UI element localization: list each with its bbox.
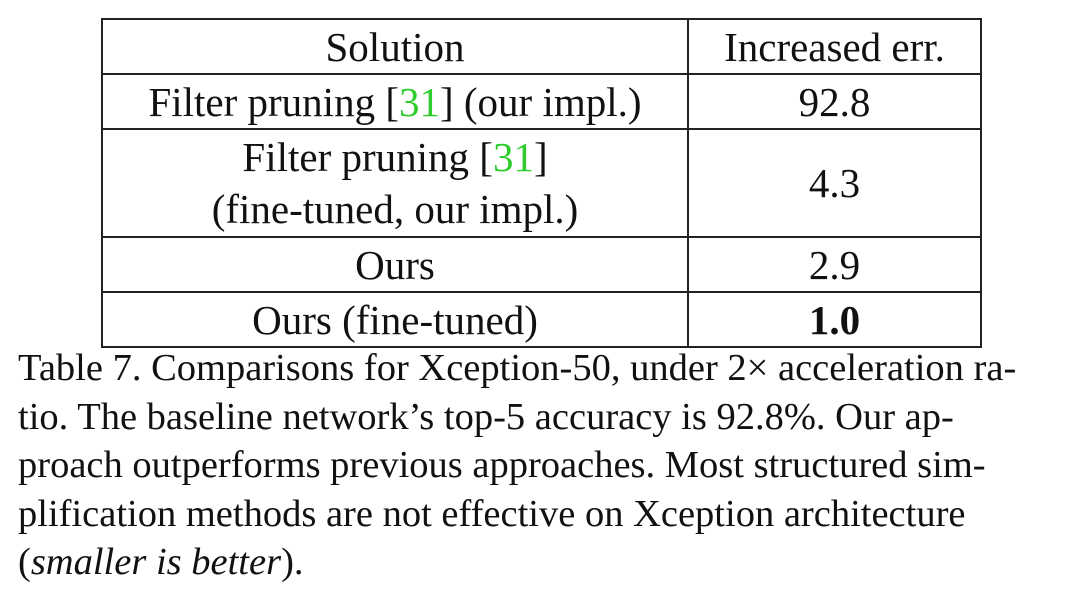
caption-text: ). <box>281 541 304 583</box>
solution-text-tail: ] (our impl.) <box>439 78 642 125</box>
caption-italic: smaller is better <box>30 541 282 583</box>
solution-cell: Filter pruning [31] (fine-tuned, our imp… <box>101 128 689 238</box>
table-row: Ours (fine-tuned) 1.0 <box>101 291 982 348</box>
header-solution: Solution <box>101 18 689 75</box>
best-value: 1.0 <box>808 296 861 343</box>
citation-link[interactable]: 31 <box>398 78 440 125</box>
table-row: Filter pruning [31] (fine-tuned, our imp… <box>101 128 982 238</box>
caption-line: plification methods are not effective on… <box>18 492 966 535</box>
value-cell: 92.8 <box>687 73 982 130</box>
table-header-row: Solution Increased err. <box>101 18 982 75</box>
value-cell: 2.9 <box>687 236 982 293</box>
value-cell: 1.0 <box>687 291 982 348</box>
value-cell: 4.3 <box>687 128 982 238</box>
header-increased-err: Increased err. <box>687 18 982 75</box>
table-row: Ours 2.9 <box>101 236 982 293</box>
solution-text-line2: (fine-tuned, our impl.) <box>211 186 579 232</box>
solution-text: Filter pruning [ <box>148 78 399 125</box>
solution-cell: Ours <box>101 236 689 293</box>
comparison-table: Solution Increased err. Filter pruning [… <box>101 18 982 348</box>
solution-cell: Filter pruning [31] (our impl.) <box>101 73 689 130</box>
caption-line: proach outperforms previous approaches. … <box>18 444 986 486</box>
caption-text: ( <box>18 541 31 583</box>
caption-line: Table 7. Comparisons for Xception-50, un… <box>18 347 1017 389</box>
solution-text-tail: ] <box>533 134 548 180</box>
solution-text: Filter pruning [ <box>242 134 493 180</box>
table-row: Filter pruning [31] (our impl.) 92.8 <box>101 73 982 130</box>
solution-cell: Ours (fine-tuned) <box>101 291 689 348</box>
caption-line: tio. The baseline network’s top-5 accura… <box>18 395 954 438</box>
table-caption: Table 7. Comparisons for Xception-50, un… <box>18 344 1062 587</box>
citation-link[interactable]: 31 <box>492 134 534 180</box>
